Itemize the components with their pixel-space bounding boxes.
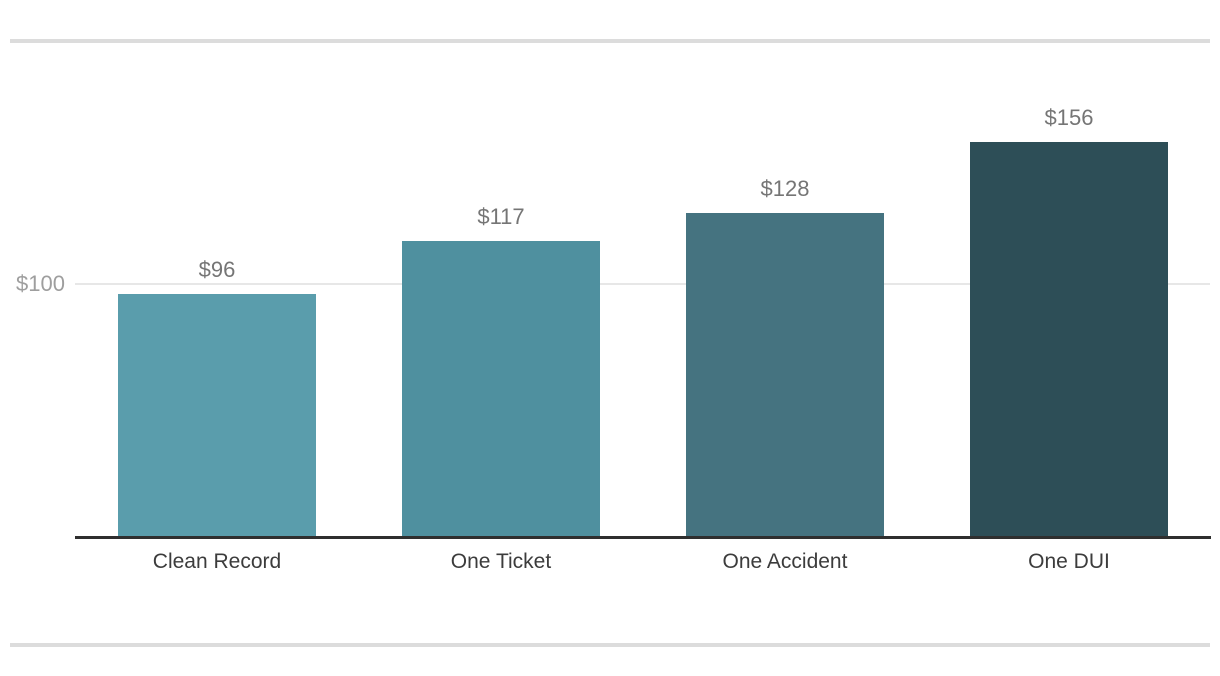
- bar-value-label-clean-record: $96: [198, 257, 236, 282]
- gridline-100: [75, 283, 1210, 285]
- bar-one-dui[interactable]: [970, 142, 1168, 537]
- bar-value-label-one-dui: $156: [1044, 105, 1094, 130]
- bar-clean-record[interactable]: [118, 294, 316, 537]
- bar-one-accident[interactable]: [686, 213, 884, 537]
- x-axis-category-label-one-dui: One DUI: [1028, 550, 1110, 573]
- bottom-divider: [10, 643, 1210, 647]
- top-divider: [10, 39, 1210, 43]
- x-axis-category-label-one-ticket: One Ticket: [450, 550, 552, 573]
- x-axis-line: [75, 536, 1211, 539]
- bar-one-ticket[interactable]: [402, 241, 600, 537]
- bar-value-label-one-accident: $128: [760, 176, 810, 201]
- bar-value-label-one-ticket: $117: [477, 204, 525, 229]
- y-axis-tick-label: $100: [16, 271, 65, 296]
- x-axis-category-label-one-accident: One Accident: [722, 550, 848, 573]
- x-axis-category-label-clean-record: Clean Record: [152, 550, 282, 573]
